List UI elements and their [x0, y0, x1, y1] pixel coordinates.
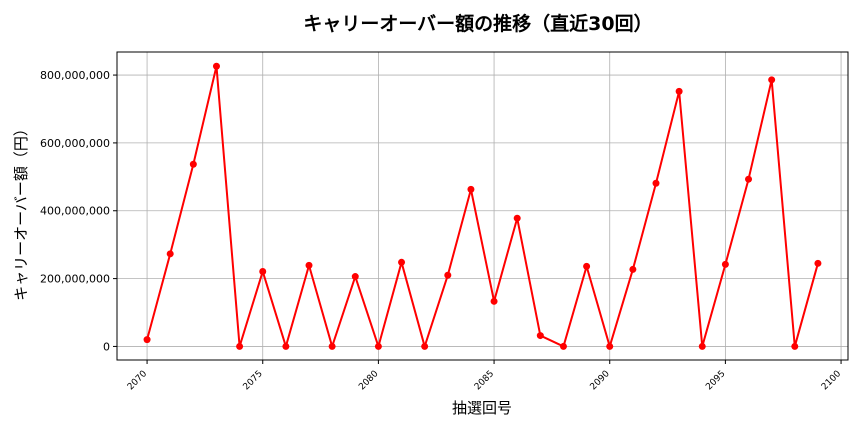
data-point	[559, 342, 567, 350]
data-point	[629, 265, 637, 273]
data-point	[259, 267, 267, 275]
x-axis-label: 抽選回号	[452, 399, 512, 417]
series-line	[146, 65, 819, 348]
data-point	[305, 261, 313, 269]
chart-title: キャリーオーバー額の推移（直近30回）	[303, 12, 652, 35]
data-point	[583, 262, 591, 270]
data-point	[606, 342, 614, 350]
data-point	[513, 214, 521, 222]
y-axis-label: キャリーオーバー額（円）	[12, 121, 30, 301]
data-point	[189, 160, 197, 168]
data-point	[374, 342, 382, 350]
data-point	[536, 332, 544, 340]
plot-frame	[116, 51, 849, 361]
y-tick-label: 200,000,000	[40, 273, 110, 286]
y-tick-label: 0	[103, 340, 110, 353]
data-point	[791, 342, 799, 350]
data-point	[490, 297, 498, 305]
data-point	[143, 336, 151, 344]
data-point	[421, 342, 429, 350]
data-point	[236, 342, 244, 350]
data-point	[745, 175, 753, 183]
data-point	[328, 342, 336, 350]
data-point	[212, 62, 220, 70]
data-point	[652, 179, 660, 187]
data-point	[467, 185, 475, 193]
data-point	[444, 271, 452, 279]
data-point	[675, 87, 683, 95]
y-tick-label: 600,000,000	[40, 137, 110, 150]
data-point	[814, 259, 822, 267]
data-point	[698, 342, 706, 350]
grid	[117, 52, 848, 360]
y-axis: 0 200,000,000 400,000,000 600,000,000 800,00…	[40, 69, 117, 353]
data-point	[768, 76, 776, 84]
y-tick-label: 800,000,000	[40, 69, 110, 82]
data-point	[398, 258, 406, 266]
y-tick-label: 400,000,000	[40, 205, 110, 218]
data-point	[721, 260, 729, 268]
data-point	[282, 342, 290, 350]
data-point	[166, 250, 174, 258]
series-layer	[143, 62, 822, 350]
data-point	[351, 273, 359, 281]
